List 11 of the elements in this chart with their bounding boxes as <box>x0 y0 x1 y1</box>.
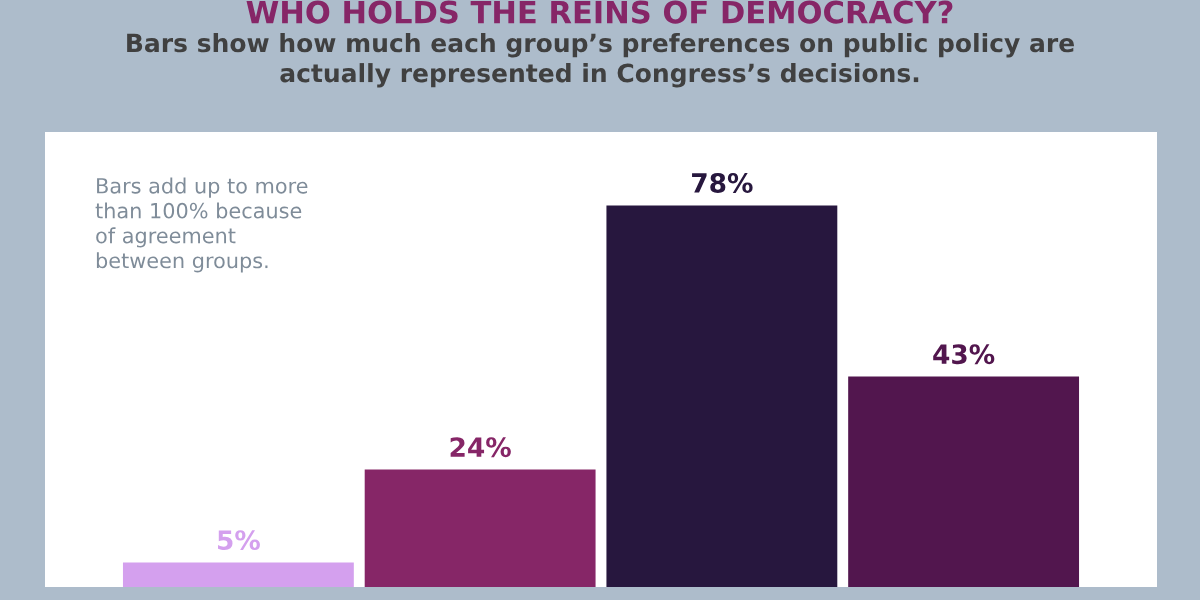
chart-title: WHO HOLDS THE REINS OF DEMOCRACY? <box>246 0 953 24</box>
data-label: 43% <box>933 344 995 365</box>
bar <box>606 205 838 587</box>
bar <box>848 376 1080 587</box>
data-label: 24% <box>450 437 511 458</box>
chart-subtitle: Bars show how much each group’s preferences on public policy are actually represented in Congress’s decisions. <box>127 33 1074 88</box>
bar <box>122 562 354 587</box>
data-label: 78% <box>692 172 753 193</box>
bar <box>364 469 596 587</box>
data-label: 5% <box>218 530 260 551</box>
annotation: Bars add up to more than 100% because of agreement between groups. <box>95 177 308 273</box>
